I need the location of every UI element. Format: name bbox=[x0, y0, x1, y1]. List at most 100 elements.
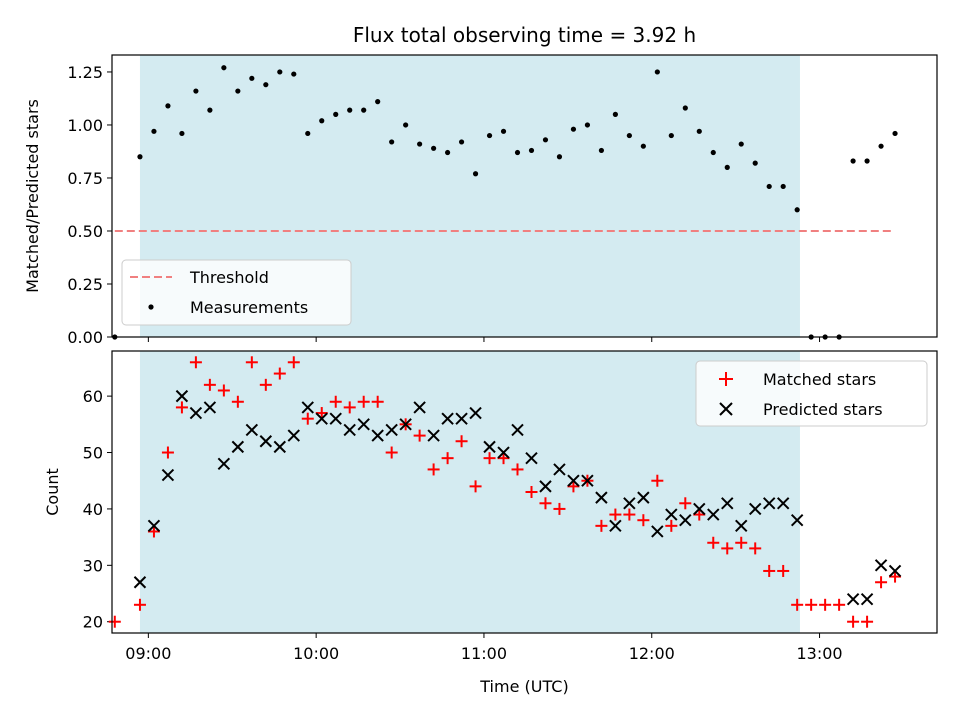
predicted-star-point bbox=[161, 468, 175, 482]
matched-star-point bbox=[651, 474, 664, 487]
bottom-y-axis-label: Count bbox=[43, 468, 62, 516]
matched-star-point bbox=[469, 480, 482, 493]
predicted-star-point bbox=[721, 497, 734, 510]
measurement-point bbox=[403, 122, 409, 128]
matched-star-point bbox=[161, 446, 174, 459]
predicted-star-point bbox=[888, 564, 902, 578]
matched-star-point bbox=[567, 480, 580, 493]
bottom-axes-frame bbox=[111, 350, 938, 634]
measurement-point bbox=[780, 183, 786, 190]
predicted-star-point bbox=[581, 474, 594, 487]
measurement-point bbox=[752, 160, 758, 166]
matched-star-point bbox=[763, 564, 776, 577]
top-panel: 0.00 0.25 0.50 0.75 1.00 1.25 Flux total obse… bbox=[23, 23, 938, 347]
predicted-star-point bbox=[567, 474, 580, 487]
matched-star-point bbox=[609, 508, 622, 521]
matched-star-point bbox=[525, 486, 538, 498]
predicted-star-point bbox=[203, 401, 217, 414]
measurement-point bbox=[584, 122, 591, 128]
matched-star-point bbox=[343, 401, 356, 414]
measurement-point bbox=[151, 128, 157, 134]
bottom-y-tick-label: 40 bbox=[83, 500, 103, 519]
measurement-point bbox=[277, 69, 283, 75]
matched-star-point bbox=[665, 519, 678, 532]
matched-star-point bbox=[245, 356, 258, 369]
predicted-star-point bbox=[259, 435, 273, 448]
top-axes-frame bbox=[111, 54, 938, 338]
predicted-star-point bbox=[133, 576, 147, 589]
top-y-tick-label: 0.50 bbox=[67, 222, 103, 241]
measurement-point bbox=[500, 128, 507, 134]
bottom-legend: Matched stars Predicted stars bbox=[695, 360, 928, 427]
matched-star-point bbox=[301, 412, 314, 425]
predicted-star-point bbox=[790, 513, 804, 527]
matched-star-point bbox=[108, 615, 121, 628]
legend-predicted-swatch bbox=[719, 402, 733, 416]
measurement-point bbox=[333, 111, 339, 117]
matched-star-point bbox=[231, 395, 244, 408]
matched-star-point bbox=[707, 536, 720, 549]
predicted-star-point bbox=[553, 463, 566, 476]
matched-star-point bbox=[203, 378, 216, 391]
top-y-tick-label: 1.25 bbox=[67, 63, 103, 82]
predicted-star-point bbox=[525, 451, 538, 465]
predicted-star-point bbox=[469, 406, 482, 420]
chart-title: Flux total observing time = 3.92 h bbox=[353, 23, 696, 47]
bottom-panel: 20 30 40 50 60 09:00 10:00 11:00 12:00 13:00 Cou… bbox=[43, 350, 938, 696]
predicted-star-point bbox=[357, 418, 370, 431]
predicted-star-point bbox=[343, 423, 356, 437]
measurement-point bbox=[612, 111, 618, 117]
matched-star-point bbox=[175, 401, 188, 414]
measurement-point bbox=[598, 147, 605, 154]
measurement-point bbox=[417, 141, 423, 147]
measurement-point bbox=[514, 149, 521, 156]
matched-star-point bbox=[749, 542, 762, 555]
bottom-y-tick-label: 60 bbox=[83, 387, 103, 406]
measurement-point bbox=[766, 183, 772, 190]
predicted-star-point bbox=[749, 502, 762, 516]
measurement-point bbox=[654, 69, 660, 75]
top-y-ticks: 0.00 0.25 0.50 0.75 1.00 1.25 bbox=[67, 63, 112, 347]
measurement-point bbox=[361, 107, 367, 113]
legend-measurements-swatch bbox=[148, 304, 154, 310]
predicted-star-point bbox=[315, 412, 328, 425]
legend-predicted-label: Predicted stars bbox=[763, 400, 883, 419]
predicted-star-point bbox=[231, 440, 245, 454]
measurement-point bbox=[193, 88, 199, 94]
matched-star-point bbox=[847, 615, 860, 628]
measurement-point bbox=[696, 128, 702, 134]
measurement-point bbox=[878, 143, 884, 149]
bottom-y-ticks: 20 30 40 50 60 bbox=[83, 387, 112, 632]
measurement-point bbox=[850, 158, 856, 164]
matched-star-point bbox=[637, 514, 650, 527]
matched-star-point bbox=[693, 508, 706, 521]
measurement-point bbox=[165, 103, 171, 109]
predicted-star-point bbox=[623, 497, 636, 510]
predicted-star-point bbox=[776, 497, 790, 510]
bottom-y-tick-label: 20 bbox=[83, 613, 103, 632]
predicted-star-point bbox=[371, 429, 384, 442]
measurement-point bbox=[305, 130, 311, 137]
predicted-star-point bbox=[329, 412, 342, 425]
matched-star-point bbox=[721, 542, 734, 555]
x-tick-label: 13:00 bbox=[796, 644, 842, 663]
bottom-y-tick-label: 30 bbox=[83, 556, 103, 575]
top-y-tick-label: 0.25 bbox=[67, 275, 103, 294]
measurement-point bbox=[794, 207, 800, 213]
measurement-point bbox=[431, 145, 437, 151]
matched-star-point bbox=[553, 502, 566, 515]
matched-star-point bbox=[217, 384, 230, 397]
matched-star-point bbox=[875, 576, 888, 589]
matched-star-point bbox=[385, 446, 398, 459]
predicted-star-point bbox=[651, 525, 664, 538]
predicted-star-point bbox=[693, 502, 706, 516]
predicted-star-point bbox=[273, 440, 287, 454]
measurement-point bbox=[668, 132, 674, 139]
measurement-point bbox=[458, 139, 465, 145]
matched-star-point bbox=[777, 564, 790, 577]
predicted-star-point bbox=[665, 508, 678, 521]
measurement-point bbox=[542, 137, 549, 143]
measurement-point bbox=[444, 149, 451, 156]
x-tick-label: 10:00 bbox=[293, 644, 339, 663]
legend-matched-swatch bbox=[719, 372, 733, 386]
